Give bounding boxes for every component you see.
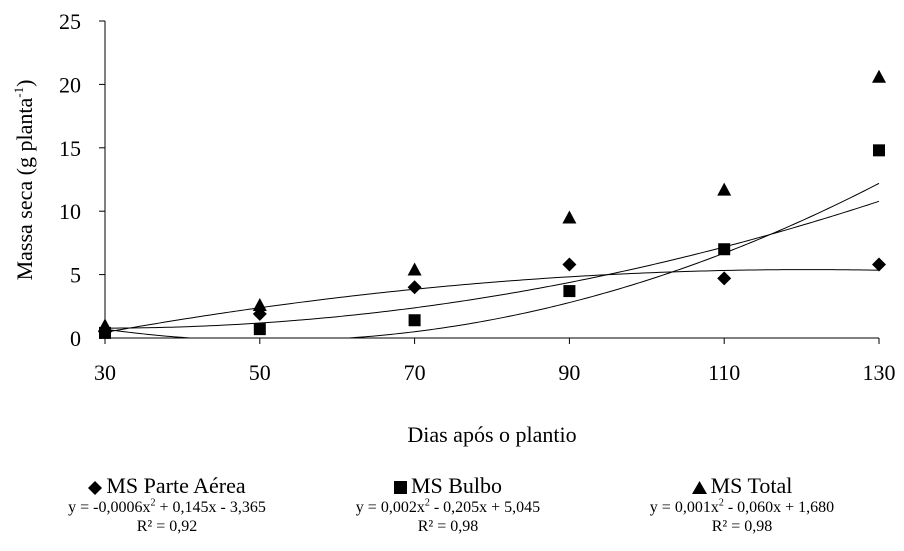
equation-part: y = -0,0006x	[68, 499, 151, 516]
trendline	[104, 182, 880, 339]
data-point-square	[873, 144, 885, 157]
x-tick-label: 50	[249, 360, 271, 385]
trendline	[105, 200, 880, 329]
equation-part: - 0,060x + 1,680	[723, 499, 835, 516]
trend-equation: y = 0,001x2 - 0,060x + 1,680	[597, 498, 887, 517]
trend-equation: y = 0,002x2 - 0,205x + 5,045	[303, 498, 593, 517]
equation-part: + 0,145x - 3,365	[155, 499, 266, 516]
y-axis-ticks: 0 5 10 15 20 25	[59, 9, 105, 351]
equation-exponent: 2	[424, 497, 430, 509]
legend-item-total: MS Total y = 0,001x2 - 0,060x + 1,680 R²…	[597, 474, 887, 536]
data-point-diamond	[872, 257, 886, 272]
data-point-diamond	[717, 271, 732, 286]
x-tick-label: 30	[94, 360, 116, 385]
y-axis-title: Massa seca (g planta-1)	[11, 80, 37, 281]
trend-equation: y = -0,0006x2 + 0,145x - 3,365	[22, 498, 312, 517]
x-tick-label: 90	[558, 360, 580, 385]
legend-item-parte-aerea: MS Parte Aérea y = -0,0006x2 + 0,145x - …	[22, 474, 312, 536]
data-point-square	[253, 323, 266, 336]
equation-part: y = 0,001x	[649, 499, 719, 516]
legend: MS Parte Aérea y = -0,0006x2 + 0,145x - …	[0, 474, 904, 551]
data-point-square	[718, 243, 731, 256]
trendlines	[104, 182, 880, 339]
data-point-triangle	[98, 318, 112, 332]
y-tick-label: 15	[59, 136, 81, 161]
equation-exponent: 2	[718, 497, 724, 509]
y-tick-label: 5	[70, 263, 81, 288]
equation-part: y = 0,002x	[355, 499, 425, 516]
data-point-triangle	[717, 182, 732, 196]
x-axis-ticks: 30 50 70 90 110 130	[94, 338, 896, 385]
data-point-square	[563, 285, 576, 298]
r-squared: R² = 0,98	[417, 518, 479, 535]
data-points	[98, 69, 886, 339]
data-point-diamond	[407, 280, 422, 295]
axes	[104, 21, 879, 339]
data-point-triangle	[872, 69, 886, 83]
y-axis-title-sup: -1	[11, 87, 26, 98]
legend-label: MS Total	[710, 473, 793, 498]
x-axis-title: Dias após o plantio	[407, 422, 576, 447]
y-tick-label: 10	[59, 199, 81, 224]
square-marker-icon	[393, 481, 407, 495]
data-point-diamond	[562, 257, 577, 272]
data-point-triangle	[407, 262, 422, 276]
trendline	[104, 269, 880, 333]
r-squared: R² = 0,98	[711, 518, 773, 535]
diamond-marker-icon	[88, 480, 103, 495]
y-axis-title-close: )	[12, 80, 37, 87]
chart-area: 0 5 10 15 20 25 30 50 70 90 110 130 Dias após o pl…	[11, 9, 896, 447]
data-point-square	[408, 314, 421, 327]
equation-part: - 0,205x + 5,045	[429, 499, 541, 516]
legend-item-bulbo: MS Bulbo y = 0,002x2 - 0,205x + 5,045 R²…	[303, 474, 593, 536]
r-squared: R² = 0,92	[136, 518, 198, 535]
y-tick-label: 25	[59, 9, 81, 34]
x-tick-label: 130	[863, 360, 896, 385]
data-point-triangle	[252, 298, 267, 312]
legend-label: MS Parte Aérea	[106, 473, 246, 498]
data-point-triangle	[562, 210, 577, 224]
x-tick-label: 110	[708, 360, 740, 385]
y-tick-label: 20	[59, 72, 81, 97]
y-tick-label: 0	[70, 326, 81, 351]
y-axis-title-main: Massa seca (g planta	[12, 98, 37, 281]
equation-exponent: 2	[150, 497, 156, 509]
triangle-marker-icon	[691, 481, 707, 495]
legend-label: MS Bulbo	[410, 473, 503, 498]
x-tick-label: 70	[404, 360, 426, 385]
